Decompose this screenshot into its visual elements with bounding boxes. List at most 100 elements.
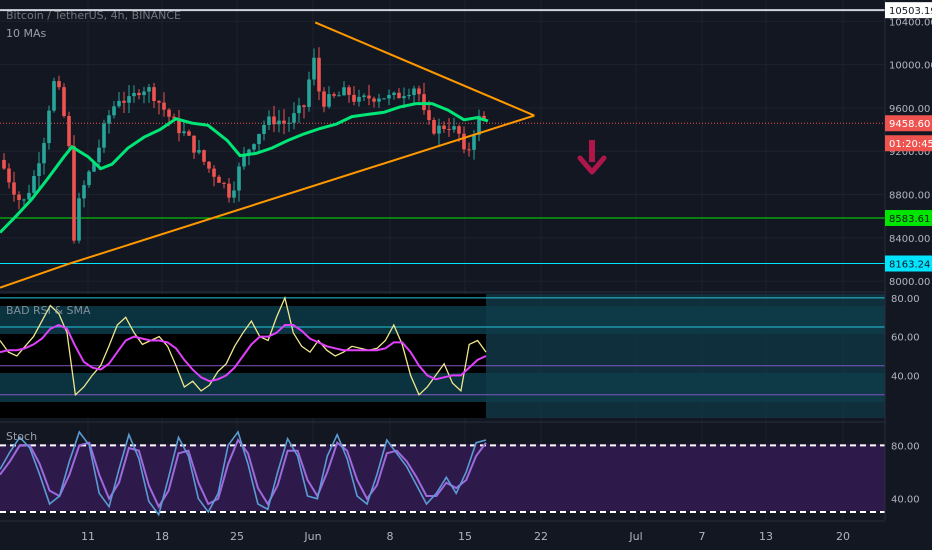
price-pane[interactable] <box>0 9 885 289</box>
rsi-tick-label: 40.00 <box>891 371 920 382</box>
ma-indicator-label[interactable]: 10 MAs <box>6 27 47 40</box>
y-tick-label: 8800.00 <box>889 191 930 202</box>
candle-body <box>312 57 316 80</box>
x-tick-label: 13 <box>759 530 773 543</box>
candle-body <box>472 134 476 150</box>
stoch-pane[interactable] <box>0 430 885 517</box>
rsi-pane[interactable] <box>0 294 885 418</box>
candle-body <box>162 102 166 110</box>
down-arrow-icon <box>577 140 607 175</box>
stoch-tick-label: 80.00 <box>891 441 920 452</box>
candle-body <box>452 126 456 130</box>
candle-body <box>62 87 66 116</box>
candle-body <box>412 88 416 96</box>
price-label: 9458.60 <box>889 119 930 130</box>
candle-body <box>57 81 61 88</box>
candle-body <box>32 175 36 193</box>
triangle-pattern <box>0 21 535 289</box>
y-tick-label: 9600.00 <box>889 104 930 115</box>
stoch-levels <box>0 444 885 513</box>
candle-body <box>152 87 156 102</box>
candle-body <box>182 131 186 134</box>
rsi-future-fill <box>486 294 885 418</box>
candle-body <box>367 95 371 99</box>
candle-body <box>302 105 306 107</box>
candle-body <box>87 171 91 186</box>
stoch-k-line <box>0 430 487 517</box>
candle-body <box>257 133 261 145</box>
candle-body <box>17 194 21 200</box>
candle-body <box>352 94 356 102</box>
candle-body <box>292 113 296 123</box>
candle-body <box>272 116 276 125</box>
price-axis-ticks: 10400.00 10000.00 9600.00 9200.00 8800.00 840… <box>889 17 932 505</box>
x-tick-label: 11 <box>81 530 95 543</box>
y-tick-label: 9200.00 <box>889 147 930 158</box>
candle-body <box>322 91 326 107</box>
candle-body <box>212 168 216 177</box>
candle-body <box>202 150 206 162</box>
candle-body <box>372 98 376 102</box>
candle-body <box>147 87 151 92</box>
candle-body <box>232 190 236 198</box>
price-axis[interactable] <box>885 0 932 550</box>
price-label: 01:20:45 <box>889 139 932 150</box>
triangle-lower-extension <box>0 262 70 289</box>
candle-body <box>77 198 81 241</box>
candle-body <box>267 116 271 125</box>
rsi-indicator-label[interactable]: BAD RSI & SMA <box>6 304 91 317</box>
candle-body <box>342 87 346 96</box>
price-label-bg <box>885 2 932 19</box>
candle-body <box>97 147 101 163</box>
price-label: 8163.24 <box>889 259 930 270</box>
stoch-band <box>0 444 885 511</box>
candle-body <box>37 163 41 176</box>
candle-body <box>252 144 256 150</box>
rsi-levels <box>0 297 885 396</box>
candle-body <box>27 192 31 200</box>
x-tick-label: 8 <box>387 530 394 543</box>
candle-body <box>122 100 126 103</box>
x-tick-label: 18 <box>155 530 169 543</box>
candle-body <box>362 95 366 97</box>
candle-body <box>227 183 231 198</box>
candle-body <box>282 120 286 124</box>
candle-body <box>22 199 26 201</box>
y-tick-label: 8400.00 <box>889 234 930 245</box>
candle-body <box>457 126 461 134</box>
x-tick-label: Jun <box>303 530 321 543</box>
price-label-bg <box>885 115 932 132</box>
candle-body <box>477 115 481 135</box>
candle-body <box>217 176 221 183</box>
candle-body <box>167 109 171 117</box>
candle-body <box>52 81 56 111</box>
candle-body <box>242 154 246 167</box>
stoch-indicator-label[interactable]: Stoch <box>6 430 38 443</box>
candle-body <box>447 129 451 131</box>
candle-body <box>277 120 281 125</box>
candle-body <box>157 101 161 103</box>
candle-body <box>192 135 196 153</box>
candle-body <box>47 110 51 144</box>
candle-body <box>207 161 211 169</box>
price-label: 8583.61 <box>889 214 930 225</box>
candle-body <box>437 125 441 134</box>
rsi-tick-label: 80.00 <box>891 294 920 305</box>
price-label-bg <box>885 135 932 152</box>
candle-body <box>67 115 71 147</box>
candle-body <box>377 98 381 102</box>
candle-body <box>262 124 266 134</box>
candle-body <box>7 168 11 183</box>
candle-body <box>442 125 446 130</box>
time-axis[interactable]: 11 18 25 Jun 8 15 22 Jul 7 13 20 <box>81 530 850 543</box>
triangle-lower-line <box>68 114 535 265</box>
candle-body <box>197 150 201 153</box>
candle-body <box>432 120 436 134</box>
candle-body <box>462 133 466 150</box>
y-tick-label: 10400.00 <box>889 17 932 28</box>
candle-body <box>102 123 106 148</box>
candle-body <box>42 143 46 164</box>
candle-body <box>142 91 146 96</box>
candle-body <box>117 100 121 107</box>
